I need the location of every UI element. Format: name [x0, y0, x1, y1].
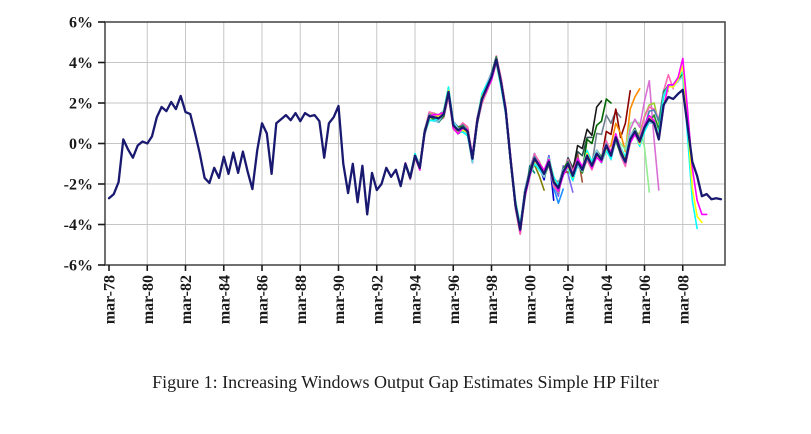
x-tick-label: mar-96 — [446, 275, 463, 324]
x-tick-label: mar-78 — [102, 275, 119, 324]
y-tick-label: 2% — [69, 96, 93, 113]
x-tick-label: mar-08 — [675, 275, 692, 324]
y-tick-label: 6% — [69, 15, 93, 32]
y-tick-label: 0% — [69, 136, 93, 153]
x-tick-label: mar-90 — [331, 275, 348, 324]
y-tick-label: 4% — [69, 55, 93, 72]
x-tick-label: mar-86 — [255, 275, 272, 324]
x-tick-label: mar-88 — [293, 275, 310, 324]
x-tick-label: mar-06 — [637, 275, 654, 324]
x-tick-label: mar-92 — [369, 275, 386, 324]
x-tick-label: mar-94 — [408, 275, 425, 324]
x-tick-label: mar-04 — [599, 275, 616, 324]
x-tick-label: mar-84 — [216, 275, 233, 324]
x-tick-label: mar-02 — [561, 275, 578, 324]
chart-plot-area: 6% 4% 2% 0% -2% -4% -6% mar-78 mar-80 mar-82 mar-8… — [64, 15, 726, 324]
output-gap-chart: 6% 4% 2% 0% -2% -4% -6% mar-78 mar-80 mar-82 mar-8… — [64, 15, 726, 324]
y-tick-label: -6% — [64, 258, 93, 275]
x-tick-label: mar-82 — [178, 275, 195, 324]
y-tick-label: -2% — [64, 177, 93, 194]
figure-caption: Figure 1: Increasing Windows Output Gap … — [152, 372, 659, 392]
y-tick-label: -4% — [64, 217, 93, 234]
x-tick-label: mar-80 — [140, 275, 157, 324]
x-tick-label: mar-00 — [522, 275, 539, 324]
x-tick-label: mar-98 — [484, 275, 501, 324]
